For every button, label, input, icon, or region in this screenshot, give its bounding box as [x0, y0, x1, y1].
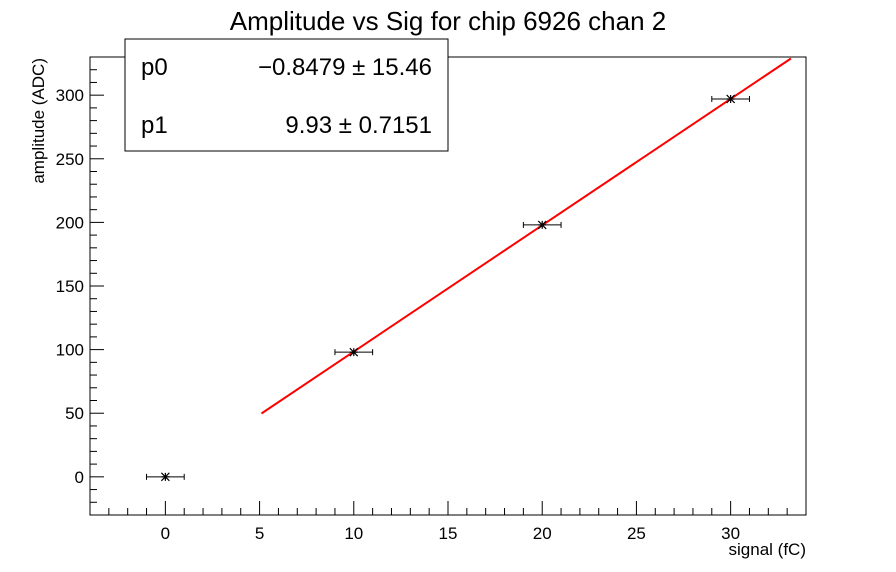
x-tick-label: 25	[627, 524, 646, 543]
x-tick-label: 5	[255, 524, 264, 543]
x-axis: 0 5 10 15 20 25 30	[89, 501, 807, 543]
y-tick-label: 250	[56, 150, 84, 169]
point-marker	[349, 347, 359, 357]
y-axis-title: amplitude (ADC)	[29, 58, 48, 184]
param-p0-value: −0.8479 ± 15.46	[258, 54, 432, 81]
x-tick-label: 20	[533, 524, 552, 543]
stats-box-frame	[124, 38, 449, 152]
param-p0-name: p0	[141, 54, 168, 81]
data-point	[711, 94, 750, 104]
y-tick-label: 100	[56, 341, 84, 360]
x-tick-label: 30	[721, 524, 740, 543]
y-tick-label: 200	[56, 213, 84, 232]
point-marker	[537, 220, 547, 230]
x-axis-title: signal (fC)	[729, 540, 806, 559]
data-point	[522, 220, 562, 230]
y-tick-label: 150	[56, 277, 84, 296]
data-point	[146, 472, 185, 482]
y-tick-label: 0	[75, 468, 84, 487]
point-marker	[726, 94, 736, 104]
chart-title: Amplitude vs Sig for chip 6926 chan 2	[230, 6, 666, 36]
fit-line	[260, 57, 792, 415]
param-p1-value: 9.93 ± 0.7151	[285, 112, 432, 139]
x-tick-label: 10	[344, 524, 363, 543]
y-tick-label: 300	[56, 86, 84, 105]
data-point	[334, 347, 374, 357]
param-p1-name: p1	[141, 112, 168, 139]
points-layer	[146, 94, 750, 482]
fit-stats-box: p0 −0.8479 ± 15.46 p1 9.93 ± 0.7151	[124, 38, 449, 152]
y-tick-label: 50	[65, 404, 84, 423]
x-tick-label: 15	[439, 524, 458, 543]
x-tick-label: 0	[161, 524, 170, 543]
fit-layer	[260, 57, 792, 415]
point-marker	[160, 472, 170, 482]
y-axis: 0 50 100 150 200 250 300	[56, 56, 104, 516]
